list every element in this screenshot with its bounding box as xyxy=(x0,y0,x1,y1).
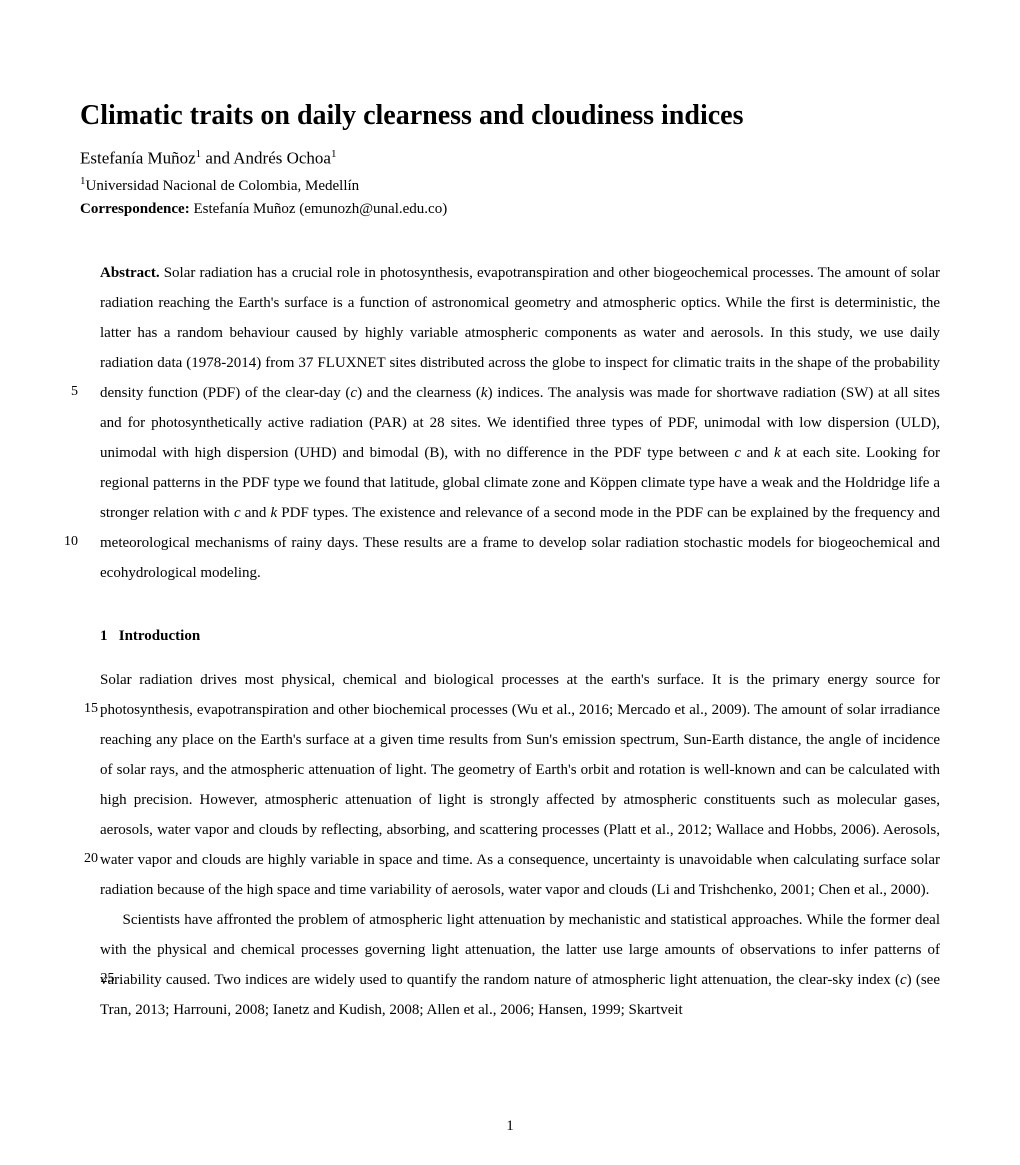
line-number: 15 xyxy=(78,695,98,723)
abstract-text: ) and the clearness ( xyxy=(357,385,481,401)
var-c: c xyxy=(734,445,741,461)
line-number: 25 xyxy=(78,965,98,993)
correspondence-label: Correspondence: xyxy=(80,201,190,217)
affiliation-text: Universidad Nacional de Colombia, Medell… xyxy=(86,178,360,194)
var-c: c xyxy=(234,505,241,521)
var-k: k xyxy=(774,445,781,461)
correspondence-text: Estefanía Muñoz (emunozh@unal.edu.co) xyxy=(190,201,447,217)
affiliation-line: 1Universidad Nacional de Colombia, Medel… xyxy=(80,175,940,195)
abstract-text: and xyxy=(241,505,271,521)
var-c: c xyxy=(900,972,907,988)
correspondence-line: Correspondence: Estefanía Muñoz (emunozh… xyxy=(80,201,940,218)
content-area: 5 10 Abstract. Solar radiation has a cru… xyxy=(80,258,940,1025)
body-paragraph: 25 Scientists have affronted the problem… xyxy=(100,905,940,1025)
line-number: 10 xyxy=(58,528,78,556)
abstract-text: and xyxy=(741,445,774,461)
var-k: k xyxy=(481,385,488,401)
abstract-block: 5 10 Abstract. Solar radiation has a cru… xyxy=(100,258,940,588)
authors-line: Estefanía Muñoz1 and Andrés Ochoa1 xyxy=(80,148,940,169)
line-number: 5 xyxy=(58,378,78,406)
page-title: Climatic traits on daily clearness and c… xyxy=(80,100,940,132)
body-text: Scientists have affronted the problem of… xyxy=(100,912,940,988)
section-number: 1 xyxy=(100,628,108,644)
page-number: 1 xyxy=(0,1118,1020,1135)
abstract-label: Abstract. xyxy=(100,265,160,281)
abstract-text: Solar radiation has a crucial role in ph… xyxy=(100,265,940,401)
section-title: Introduction xyxy=(119,628,200,644)
body-paragraph: 15 20 Solar radiation drives most physic… xyxy=(100,665,940,905)
author-name: Andrés Ochoa xyxy=(233,149,331,168)
section-heading: 1 Introduction xyxy=(100,628,940,645)
author-sep: and xyxy=(201,149,233,168)
author-sup: 1 xyxy=(331,148,337,160)
author-name: Estefanía Muñoz xyxy=(80,149,196,168)
line-number: 20 xyxy=(78,845,98,873)
body-text: Solar radiation drives most physical, ch… xyxy=(100,672,940,898)
